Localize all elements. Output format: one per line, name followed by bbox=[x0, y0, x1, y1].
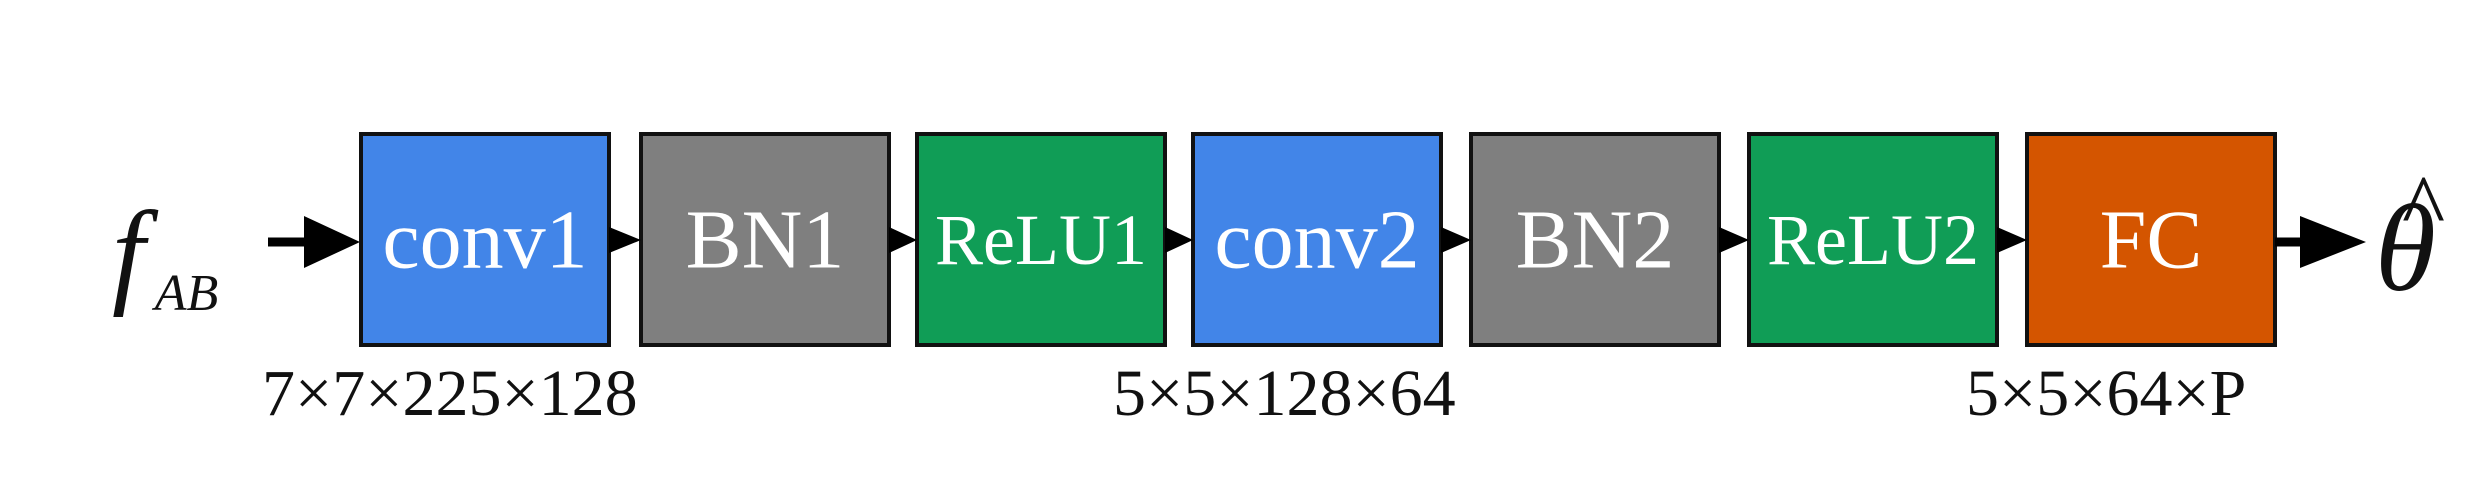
block-fc: FC bbox=[2025, 132, 2277, 347]
connector-arrow-6 bbox=[1997, 227, 2027, 253]
block-relu1-label: ReLU1 bbox=[935, 200, 1147, 280]
block-conv1-label: conv1 bbox=[382, 194, 587, 287]
input-label: f AB bbox=[112, 187, 218, 322]
block-conv1: conv1 bbox=[359, 132, 611, 347]
dimension-label-fc: 5×5×64×P bbox=[1966, 357, 2246, 430]
block-relu1: ReLU1 bbox=[915, 132, 1167, 347]
connector-arrow-2 bbox=[889, 227, 917, 253]
connector-arrow-4 bbox=[1441, 227, 1471, 253]
output-arrow bbox=[2275, 216, 2366, 268]
block-fc-label: FC bbox=[2100, 194, 2203, 287]
block-bn1-label: BN1 bbox=[686, 194, 845, 287]
output-accent: ^ bbox=[2400, 156, 2444, 258]
connector-arrow-1 bbox=[609, 227, 641, 253]
connector-arrows bbox=[609, 227, 2027, 253]
connector-arrow-3 bbox=[1165, 227, 1193, 253]
block-bn2: BN2 bbox=[1469, 132, 1721, 347]
block-conv2-label: conv2 bbox=[1214, 194, 1419, 287]
input-symbol: f bbox=[112, 187, 159, 318]
block-bn2-label: BN2 bbox=[1516, 194, 1675, 287]
input-subscript: AB bbox=[152, 265, 219, 322]
output-label: ^ θ bbox=[2375, 156, 2444, 317]
input-arrow bbox=[268, 216, 360, 268]
connector-arrow-5 bbox=[1719, 227, 1749, 253]
dimension-label-conv2: 5×5×128×64 bbox=[1113, 357, 1456, 430]
dimension-label-conv1: 7×7×225×128 bbox=[262, 357, 638, 430]
block-conv2: conv2 bbox=[1191, 132, 1443, 347]
output-symbol: θ bbox=[2375, 180, 2436, 317]
block-relu2-label: ReLU2 bbox=[1767, 200, 1979, 280]
block-bn1: BN1 bbox=[639, 132, 891, 347]
block-relu2: ReLU2 bbox=[1747, 132, 1999, 347]
